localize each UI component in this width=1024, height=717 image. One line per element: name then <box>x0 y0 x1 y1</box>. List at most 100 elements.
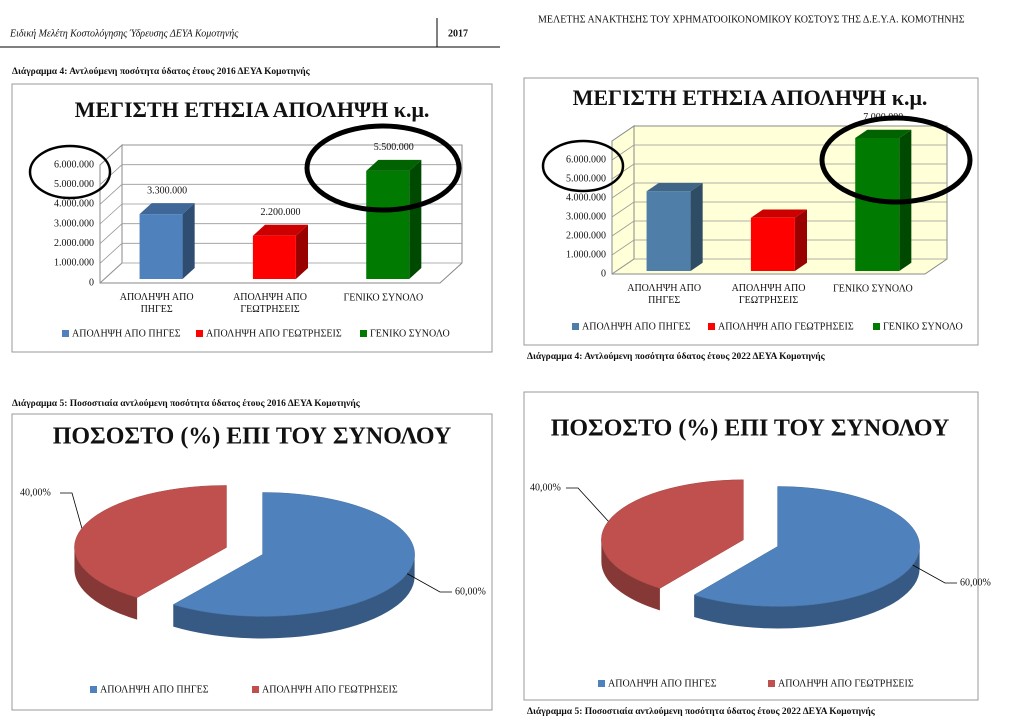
x-tick-label: ΑΠΟΛΗΨΗ ΑΠΟ ΓΕΩΤΡΗΣΕΙΣ <box>233 292 307 315</box>
bar-side <box>409 159 422 279</box>
header-year: 2017 <box>448 28 468 39</box>
slice-side <box>74 547 138 620</box>
bar-side <box>182 203 195 279</box>
slice <box>601 479 744 589</box>
chart-frame <box>11 413 493 711</box>
plot-wall <box>612 126 634 274</box>
legend-label: ΑΠΟΛΗΨΗ ΑΠΟ ΠΗΓΕΣ <box>582 321 691 332</box>
x-tick-label: ΑΠΟΛΗΨΗ ΑΠΟ ΓΕΩΤΡΗΣΕΙΣ <box>732 283 806 306</box>
legend-label: ΑΠΟΛΗΨΗ ΑΠΟ ΓΕΩΤΡΗΣΕΙΣ <box>778 678 914 689</box>
y-tick-label: 1.000.000 <box>54 258 94 269</box>
chart-title: ΜΕΓΙΣΤΗ ΕΤΗΣΙΑ ΑΠΟΛΗΨΗ κ.μ. <box>75 97 430 122</box>
caption: Διάγραμμα 5: Ποσοστιαία αντλούμενη ποσότ… <box>527 705 876 717</box>
slice-side <box>173 554 415 639</box>
value-label: 60,00% <box>960 577 991 588</box>
x-tick-label: ΑΠΟΛΗΨΗ ΑΠΟ ΠΗΓΕΣ <box>627 283 701 306</box>
caption: Διάγραμμα 4: Αντλούμενη ποσότητα ύδατος … <box>527 350 826 362</box>
highlight-circle <box>304 123 462 213</box>
grid-line <box>611 258 947 275</box>
bar-side <box>690 182 703 271</box>
legend-swatch <box>90 686 97 693</box>
grid-line <box>611 201 947 218</box>
legend-swatch <box>252 686 259 693</box>
legend-swatch <box>873 323 880 330</box>
legend-swatch <box>598 680 605 687</box>
chart-title: ΠΟΣΟΣΤΟ (%) ΕΠΙ ΤΟΥ ΣΥΝΟΛΟΥ <box>53 424 452 450</box>
chart-frame <box>11 83 493 353</box>
annotations <box>28 115 973 213</box>
y-tick-label: 0 <box>89 277 94 288</box>
bar <box>855 138 900 271</box>
legend-label: ΑΠΟΛΗΨΗ ΑΠΟ ΓΕΩΤΡΗΣΕΙΣ <box>206 328 342 339</box>
x-tick-label: ΓΕΝΙΚΟ ΣΥΝΟΛΟ <box>343 292 423 303</box>
slice <box>74 485 227 598</box>
chart-title: ΜΕΓΙΣΤΗ ΕΤΗΣΙΑ ΑΠΟΛΗΨΗ κ.μ. <box>573 85 928 110</box>
slice-side <box>694 546 920 629</box>
y-tick-label: 5.000.000 <box>54 179 94 190</box>
grid-line <box>611 220 947 237</box>
grid-line <box>99 183 462 205</box>
legend-swatch <box>572 323 579 330</box>
grid-line <box>611 163 947 180</box>
bar <box>366 170 410 279</box>
bar <box>252 235 296 279</box>
grid-line <box>99 164 462 185</box>
grid-line <box>99 262 462 284</box>
chart-frame <box>523 391 979 701</box>
bar-top <box>366 159 422 171</box>
legend-swatch <box>360 330 367 337</box>
value-label: 3.300.000 <box>147 185 187 196</box>
value-label: 40,00% <box>530 482 561 493</box>
highlight-circle <box>541 139 625 193</box>
y-tick-label: 3.000.000 <box>54 218 94 229</box>
y-tick-label: 2.000.000 <box>566 230 606 241</box>
value-label: 5.500.000 <box>374 142 414 153</box>
grid-line <box>99 242 462 264</box>
header-left: Ειδική Μελέτη Κοστολόγησης Ύδρευσης ΔΕΥΑ… <box>9 28 239 39</box>
value-label: 2.200.000 <box>260 207 300 218</box>
grid-line <box>611 182 947 199</box>
bar-top <box>252 224 308 236</box>
leader-line <box>566 487 609 522</box>
y-tick-label: 1.000.000 <box>566 249 606 260</box>
leader-line <box>912 564 957 584</box>
legend-swatch <box>196 330 203 337</box>
grid-line <box>611 239 947 256</box>
y-tick-label: 6.000.000 <box>54 159 94 170</box>
value-label: 60,00% <box>455 586 486 597</box>
bar <box>139 214 183 279</box>
leader-line <box>60 492 83 529</box>
bar <box>750 217 795 271</box>
legend-label: ΑΠΟΛΗΨΗ ΑΠΟ ΠΗΓΕΣ <box>100 684 209 695</box>
bar-top <box>750 209 807 218</box>
bar-side <box>295 224 308 279</box>
y-tick-label: 3.000.000 <box>566 211 606 222</box>
highlight-circle <box>819 115 973 205</box>
grid-line <box>99 223 462 244</box>
bar-top <box>139 203 195 215</box>
header-right: ΜΕΛΕΤΗΣ ΑΝΑΚΤΗΣΗΣ ΤΟΥ ΧΡΗΜΑΤΟΟΙΚΟΝΟΜΙΚΟΥ… <box>538 14 965 25</box>
chart-frame <box>523 77 979 346</box>
bar-top <box>646 182 703 192</box>
bar-top <box>855 129 912 138</box>
y-tick-label: 0 <box>601 268 606 279</box>
legend-label: ΑΠΟΛΗΨΗ ΑΠΟ ΠΗΓΕΣ <box>72 328 181 339</box>
legend-label: ΑΠΟΛΗΨΗ ΑΠΟ ΓΕΩΤΡΗΣΕΙΣ <box>262 684 398 695</box>
y-tick-label: 6.000.000 <box>566 154 606 165</box>
bar-side <box>794 209 807 271</box>
grid-line <box>99 144 462 166</box>
value-label: 40,00% <box>20 487 51 498</box>
caption: Διάγραμμα 5: Ποσοστιαία αντλούμενη ποσότ… <box>12 397 361 409</box>
y-tick-label: 4.000.000 <box>54 199 94 210</box>
y-tick-label: 4.000.000 <box>566 192 606 203</box>
chart-title: ΠΟΣΟΣΤΟ (%) ΕΠΙ ΤΟΥ ΣΥΝΟΛΟΥ <box>551 416 950 442</box>
legend-label: ΓΕΝΙΚΟ ΣΥΝΟΛΟ <box>370 328 450 339</box>
legend-swatch <box>768 680 775 687</box>
legend-label: ΑΠΟΛΗΨΗ ΑΠΟ ΓΕΩΤΡΗΣΕΙΣ <box>718 321 854 332</box>
legend-swatch <box>62 330 69 337</box>
legend-swatch <box>708 323 715 330</box>
x-tick-label: ΓΕΝΙΚΟ ΣΥΝΟΛΟ <box>833 283 913 294</box>
y-tick-label: 2.000.000 <box>54 238 94 249</box>
bar <box>646 191 691 271</box>
